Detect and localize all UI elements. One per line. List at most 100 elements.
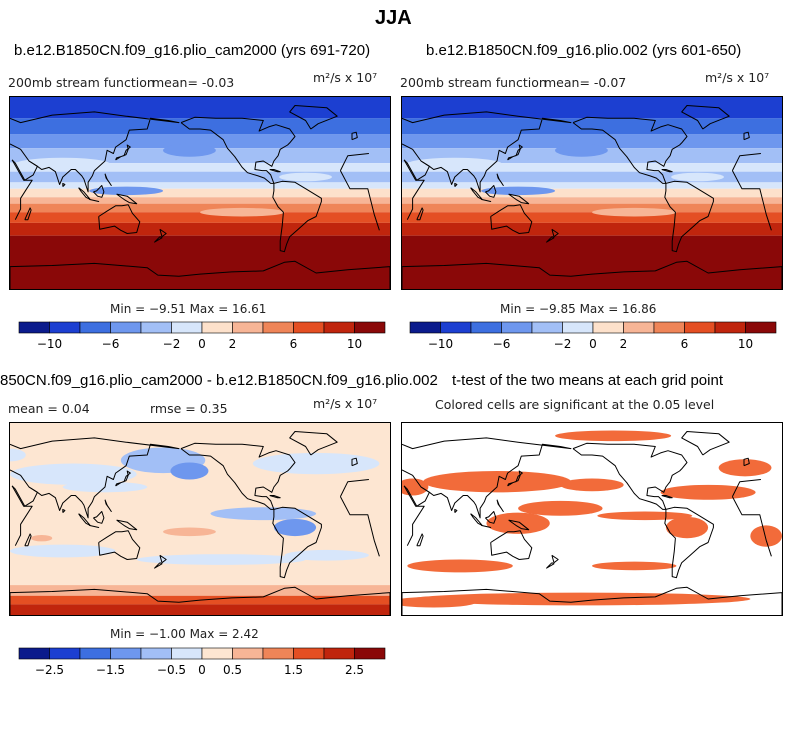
coastline	[402, 437, 572, 519]
colorbar-tick-label: −0.5	[157, 663, 186, 677]
coastline	[24, 207, 32, 221]
field-band	[402, 197, 782, 204]
coastline	[661, 169, 673, 173]
coastline	[98, 530, 141, 560]
significant-region	[518, 500, 603, 516]
coastline	[11, 479, 380, 557]
panel2-mean-label: mean= -0.07	[544, 75, 627, 90]
panel2-minmax: Min = −9.85 Max = 16.86	[500, 302, 657, 316]
panel3-rmse-label: rmse = 0.35	[150, 401, 228, 416]
significant-region	[718, 459, 772, 477]
field-band	[10, 222, 390, 236]
colorbar-tick-label: 0	[198, 663, 206, 677]
coastline	[289, 105, 338, 130]
field-band	[10, 171, 390, 183]
colorbar-swatch	[562, 321, 594, 334]
colorbar-tick-label: 0	[198, 337, 206, 351]
field-anomaly	[481, 186, 556, 196]
colorbar-tick-label: 1.5	[284, 663, 303, 677]
colorbar-swatch	[232, 321, 264, 334]
field-anomaly	[592, 207, 677, 217]
coastline	[78, 513, 91, 526]
coastline	[10, 437, 180, 519]
coastline	[664, 506, 714, 579]
colorbar-swatch	[409, 321, 441, 334]
panel3-units: m²/s x 10⁷	[313, 396, 378, 411]
coastline	[743, 457, 750, 467]
coastline	[481, 524, 492, 528]
colorbar-swatch	[501, 321, 533, 334]
coastline	[681, 105, 730, 130]
coastline	[490, 530, 533, 560]
coastline	[115, 144, 131, 161]
field-band	[402, 134, 782, 149]
coastline	[403, 479, 772, 557]
field-band	[10, 163, 390, 172]
significant-region	[402, 596, 476, 608]
coastline	[743, 131, 750, 141]
map-panel3	[9, 422, 391, 616]
colorbar-tick-label: 0.5	[223, 663, 242, 677]
coastline	[490, 204, 533, 234]
coastlines	[402, 105, 782, 289]
coastline	[403, 485, 430, 507]
panel1-units: m²/s x 10⁷	[313, 70, 378, 85]
coastline	[98, 204, 141, 234]
coastline	[93, 185, 105, 198]
coastline	[10, 586, 390, 615]
coastline	[116, 193, 138, 205]
panel2-title: b.e12.B1850CN.f09_g16.plio.002 (yrs 601-…	[426, 42, 742, 59]
coastline	[470, 513, 483, 526]
field-band	[10, 235, 390, 289]
coastline	[496, 173, 504, 186]
coastline	[546, 236, 555, 243]
coastline	[551, 228, 559, 238]
coastline	[351, 131, 358, 141]
coastline	[485, 185, 497, 198]
colorbar-swatch	[653, 321, 685, 334]
coastline	[289, 431, 338, 456]
field-band	[402, 222, 782, 236]
field-band	[10, 97, 390, 119]
colorbar-swatch	[684, 321, 716, 334]
coastline	[507, 470, 523, 487]
colorbar-panel3: −2.5 −1.5 −0.5 0 0.5 1.5 2.5	[18, 647, 387, 680]
colorbar-swatch	[49, 321, 81, 334]
colorbar-swatch	[79, 647, 111, 660]
panel1-mean-label: mean= -0.03	[152, 75, 235, 90]
colorbar-swatch	[623, 321, 655, 334]
coastline	[403, 153, 772, 231]
significant-region	[597, 511, 693, 521]
coastline	[11, 153, 380, 231]
diff-band	[10, 604, 390, 615]
colorbar-tick-label: 2.5	[345, 663, 364, 677]
coastline	[10, 260, 390, 289]
coastline	[154, 236, 163, 243]
coastline	[180, 442, 296, 510]
significant-region	[555, 430, 672, 442]
colorbar-swatch	[140, 321, 172, 334]
colorbar-swatch	[262, 321, 294, 334]
colorbar-tick-label: −2	[163, 337, 181, 351]
colorbar-tick-label: −2.5	[35, 663, 64, 677]
field-band	[10, 182, 390, 189]
panel2-units: m²/s x 10⁷	[705, 70, 770, 85]
coastline	[572, 116, 688, 184]
coastline	[93, 511, 105, 524]
diff-anomaly	[10, 448, 26, 462]
coastline	[78, 187, 91, 200]
field-band	[402, 118, 782, 135]
colorbar-tick-label: 6	[681, 337, 689, 351]
coastline	[351, 457, 358, 467]
coastline	[481, 198, 492, 202]
coastline	[454, 508, 458, 513]
map-panel1	[9, 96, 391, 290]
coastline	[115, 470, 131, 487]
colorbar-swatch	[171, 647, 203, 660]
field-anomaly	[89, 186, 164, 196]
colorbar-swatch	[171, 321, 203, 334]
coastline	[269, 169, 281, 173]
diff-anomaly	[10, 463, 137, 485]
field-bands	[402, 97, 782, 289]
coastline	[159, 228, 167, 238]
